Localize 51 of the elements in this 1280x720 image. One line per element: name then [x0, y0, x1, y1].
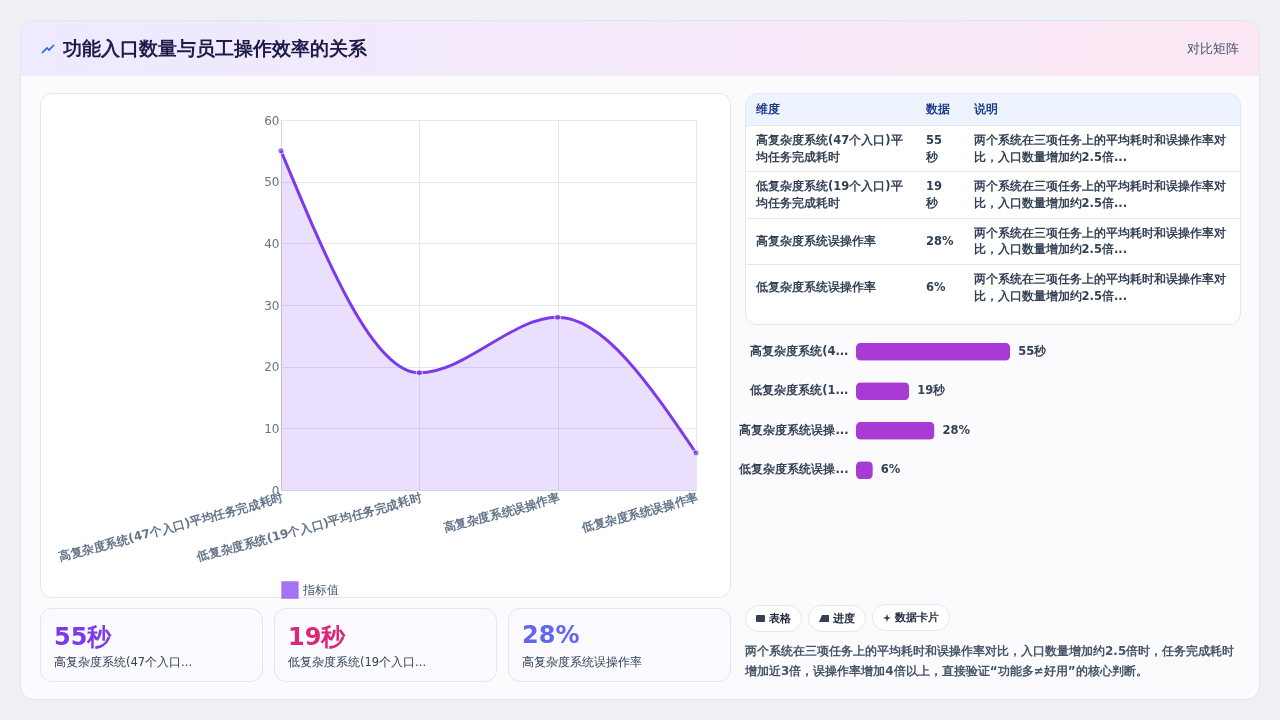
text: 两个系统在三项任务上的平均耗时和误操作率对比，入口数量增加约2.5倍...	[973, 179, 1226, 211]
bar	[856, 421, 935, 440]
category-label: 低复杂度系统(19个入口...	[288, 655, 427, 670]
data-label: 19秒	[917, 383, 947, 398]
data-label: 28%	[942, 422, 971, 437]
category-label: 低复杂度系统误操作率	[756, 280, 876, 295]
y-tick-label: 低复杂度系统误操...	[738, 462, 849, 477]
text: 功能入口数量与员工操作效率的关系	[63, 36, 367, 61]
category-label: 低复杂度系统(19个入口)平均任务完成耗时	[756, 179, 903, 211]
text: 28%	[522, 621, 580, 649]
text: 两个系统在三项任务上的平均耗时和误操作率对比，入口数量增加约2.5倍...	[973, 225, 1226, 257]
category-label: 说明	[963, 94, 1240, 126]
text: 两个系统在三项任务上的平均耗时和误操作率对比，入口数量增加约2.5倍时，任务完成耗时增加近3倍，误操作率增加4倍以上，直接验证“功能多≠好用”的核心判断。	[745, 643, 1236, 681]
bar	[856, 382, 910, 401]
category-label: 数据卡片	[872, 604, 950, 631]
y-tick-label: 高复杂度系统误操...	[739, 422, 849, 437]
category-label: 数据	[916, 94, 964, 126]
category-label: 高复杂度系统(47个入口...	[54, 655, 193, 670]
point	[415, 369, 423, 377]
category-label: 进度	[808, 604, 866, 632]
text: 19秒	[926, 179, 943, 211]
category-label: 高复杂度系统误操作率	[756, 234, 876, 249]
legend-label: 指标值	[302, 583, 339, 597]
bar	[856, 342, 1011, 361]
point	[277, 147, 285, 155]
text: 55秒	[54, 623, 112, 651]
text: 对比矩阵	[1187, 40, 1239, 58]
text: 两个系统在三项任务上的平均耗时和误操作率对比，入口数量增加约2.5倍...	[973, 272, 1226, 303]
data-label: 6%	[880, 462, 901, 477]
y-tick-label: 10	[264, 421, 280, 436]
category-label: 高复杂度系统(47个入口)平均任务完成耗时	[756, 133, 903, 164]
point	[692, 449, 700, 457]
x-tick-label: 低复杂度系统误操作率	[579, 490, 700, 536]
x-tick-label: 高复杂度系统误操作率	[441, 490, 562, 536]
text: 28%	[926, 234, 954, 249]
point	[554, 313, 562, 321]
y-tick-label: 20	[264, 360, 280, 375]
y-tick-label: 高复杂度系统(4...	[750, 343, 849, 358]
data-label: 55秒	[1018, 343, 1048, 358]
y-tick-label: 40	[264, 236, 280, 251]
y-tick-label: 60	[264, 113, 280, 128]
y-tick-label: 30	[264, 298, 280, 313]
category-label: 表格	[745, 604, 802, 632]
text: 55秒	[926, 133, 943, 164]
y-tick-label: 低复杂度系统(1...	[749, 383, 849, 398]
category-label: 高复杂度系统误操作率	[522, 655, 642, 670]
category-label: 维度	[746, 94, 916, 126]
text: 两个系统在三项任务上的平均耗时和误操作率对比，入口数量增加约2.5倍...	[973, 133, 1226, 164]
text: 6%	[926, 280, 946, 295]
text: 19秒	[288, 623, 346, 651]
y-tick-label: 50	[264, 175, 280, 190]
